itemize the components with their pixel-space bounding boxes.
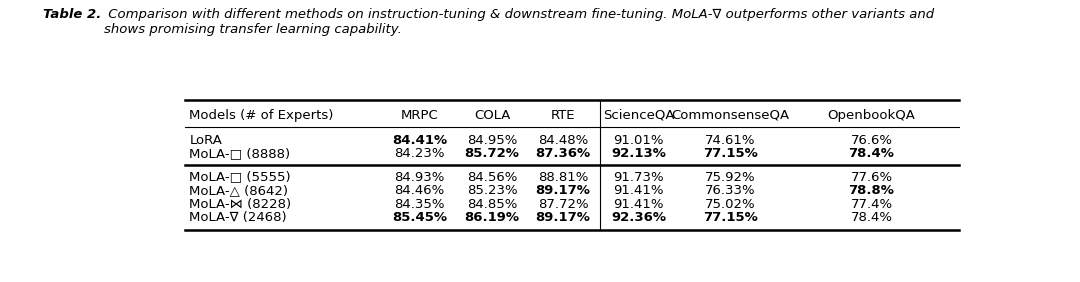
Text: 86.19%: 86.19% [464,211,519,224]
Text: 77.15%: 77.15% [703,147,758,160]
Text: 77.6%: 77.6% [850,171,893,184]
Text: 76.6%: 76.6% [851,134,892,147]
Text: CommonsenseQA: CommonsenseQA [672,109,789,122]
Text: 85.23%: 85.23% [467,184,517,197]
Text: 77.15%: 77.15% [703,211,758,224]
Text: 88.81%: 88.81% [538,171,589,184]
Text: 85.72%: 85.72% [464,147,519,160]
Text: Table 2.: Table 2. [43,8,102,21]
Text: LoRA: LoRA [189,134,222,147]
Text: 84.93%: 84.93% [394,171,445,184]
Text: 77.4%: 77.4% [850,198,893,211]
Text: MRPC: MRPC [401,109,438,122]
Text: 84.85%: 84.85% [467,198,517,211]
Text: 89.17%: 89.17% [536,211,591,224]
Text: MoLA-∇ (2468): MoLA-∇ (2468) [189,211,287,224]
Text: 91.73%: 91.73% [613,171,664,184]
Text: MoLA-□ (5555): MoLA-□ (5555) [189,171,291,184]
Text: 84.56%: 84.56% [467,171,517,184]
Text: 75.92%: 75.92% [705,171,756,184]
Text: 91.41%: 91.41% [613,198,664,211]
Text: 87.36%: 87.36% [536,147,591,160]
Text: MoLA-△ (8642): MoLA-△ (8642) [189,184,288,197]
Text: 87.72%: 87.72% [538,198,589,211]
Text: ScienceQA: ScienceQA [603,109,674,122]
Text: 84.95%: 84.95% [467,134,517,147]
Text: MoLA-⋈ (8228): MoLA-⋈ (8228) [189,198,292,211]
Text: 75.02%: 75.02% [705,198,756,211]
Text: 84.46%: 84.46% [394,184,445,197]
Text: OpenbookQA: OpenbookQA [827,109,916,122]
Text: 85.45%: 85.45% [392,211,447,224]
Text: 78.4%: 78.4% [849,147,894,160]
Text: 84.41%: 84.41% [392,134,447,147]
Text: 89.17%: 89.17% [536,184,591,197]
Text: 92.36%: 92.36% [611,211,666,224]
Text: 84.35%: 84.35% [394,198,445,211]
Text: 92.13%: 92.13% [611,147,666,160]
Text: 78.8%: 78.8% [849,184,894,197]
Text: 84.23%: 84.23% [394,147,445,160]
Text: COLA: COLA [474,109,510,122]
Text: 84.48%: 84.48% [538,134,589,147]
Text: 76.33%: 76.33% [705,184,756,197]
Text: RTE: RTE [551,109,576,122]
Text: Comparison with different methods on instruction-tuning & downstream fine-tuning: Comparison with different methods on ins… [104,8,934,36]
Text: 91.41%: 91.41% [613,184,664,197]
Text: 91.01%: 91.01% [613,134,664,147]
Text: 74.61%: 74.61% [705,134,756,147]
Text: MoLA-□ (8888): MoLA-□ (8888) [189,147,291,160]
Text: 78.4%: 78.4% [851,211,892,224]
Text: Models (# of Experts): Models (# of Experts) [189,109,334,122]
